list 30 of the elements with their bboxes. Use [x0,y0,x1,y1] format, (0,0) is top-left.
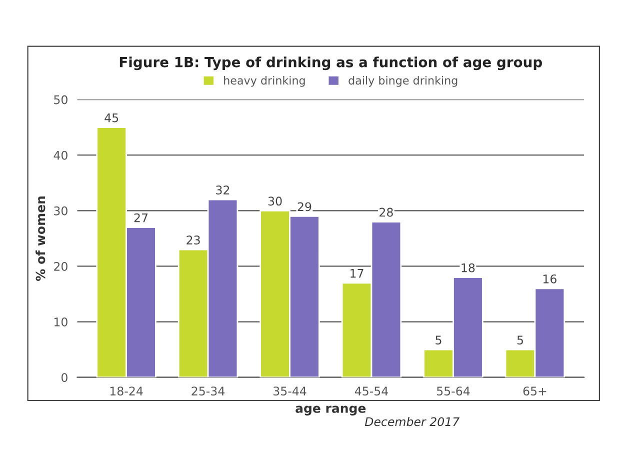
x-tick-label: 18-24 [110,386,143,396]
data-label: 17 [350,269,364,278]
x-axis-title: age range [296,406,366,416]
data-label: 32 [216,186,230,194]
y-tick-label: 20 [54,262,68,271]
text: December 2017 [364,416,460,426]
x-tick-label: 45-54 [354,386,388,396]
x-tick-label: 35-44 [274,386,306,396]
legend-label: heavy drinking [224,76,305,87]
data-label: 28 [380,208,393,217]
y-tick-label: 30 [54,206,68,216]
y-tick-label: 10 [54,318,68,326]
data-label: 45 [104,113,118,122]
data-label: 18 [462,263,475,272]
data-label: 30 [268,196,282,206]
y-tick-label: 0 [61,373,68,382]
x-tick-label: 55-64 [436,386,470,396]
data-label: 5 [517,336,523,344]
chart-title: Figure 1B: Type of drinking as a function of age group [120,56,542,70]
y-tick-label: 40 [54,150,68,160]
legend-label: daily binge drinking [348,76,458,87]
data-label: 29 [298,202,312,212]
y-axis-title: % of women [36,196,46,281]
y-tick-label: 50 [54,95,68,104]
data-label: 23 [186,236,200,244]
data-label: 16 [543,274,556,284]
x-tick-label: 25-34 [192,386,225,396]
x-tick-label: 65+ [523,386,546,396]
data-label: 27 [134,213,148,222]
data-label: 5 [436,336,442,344]
